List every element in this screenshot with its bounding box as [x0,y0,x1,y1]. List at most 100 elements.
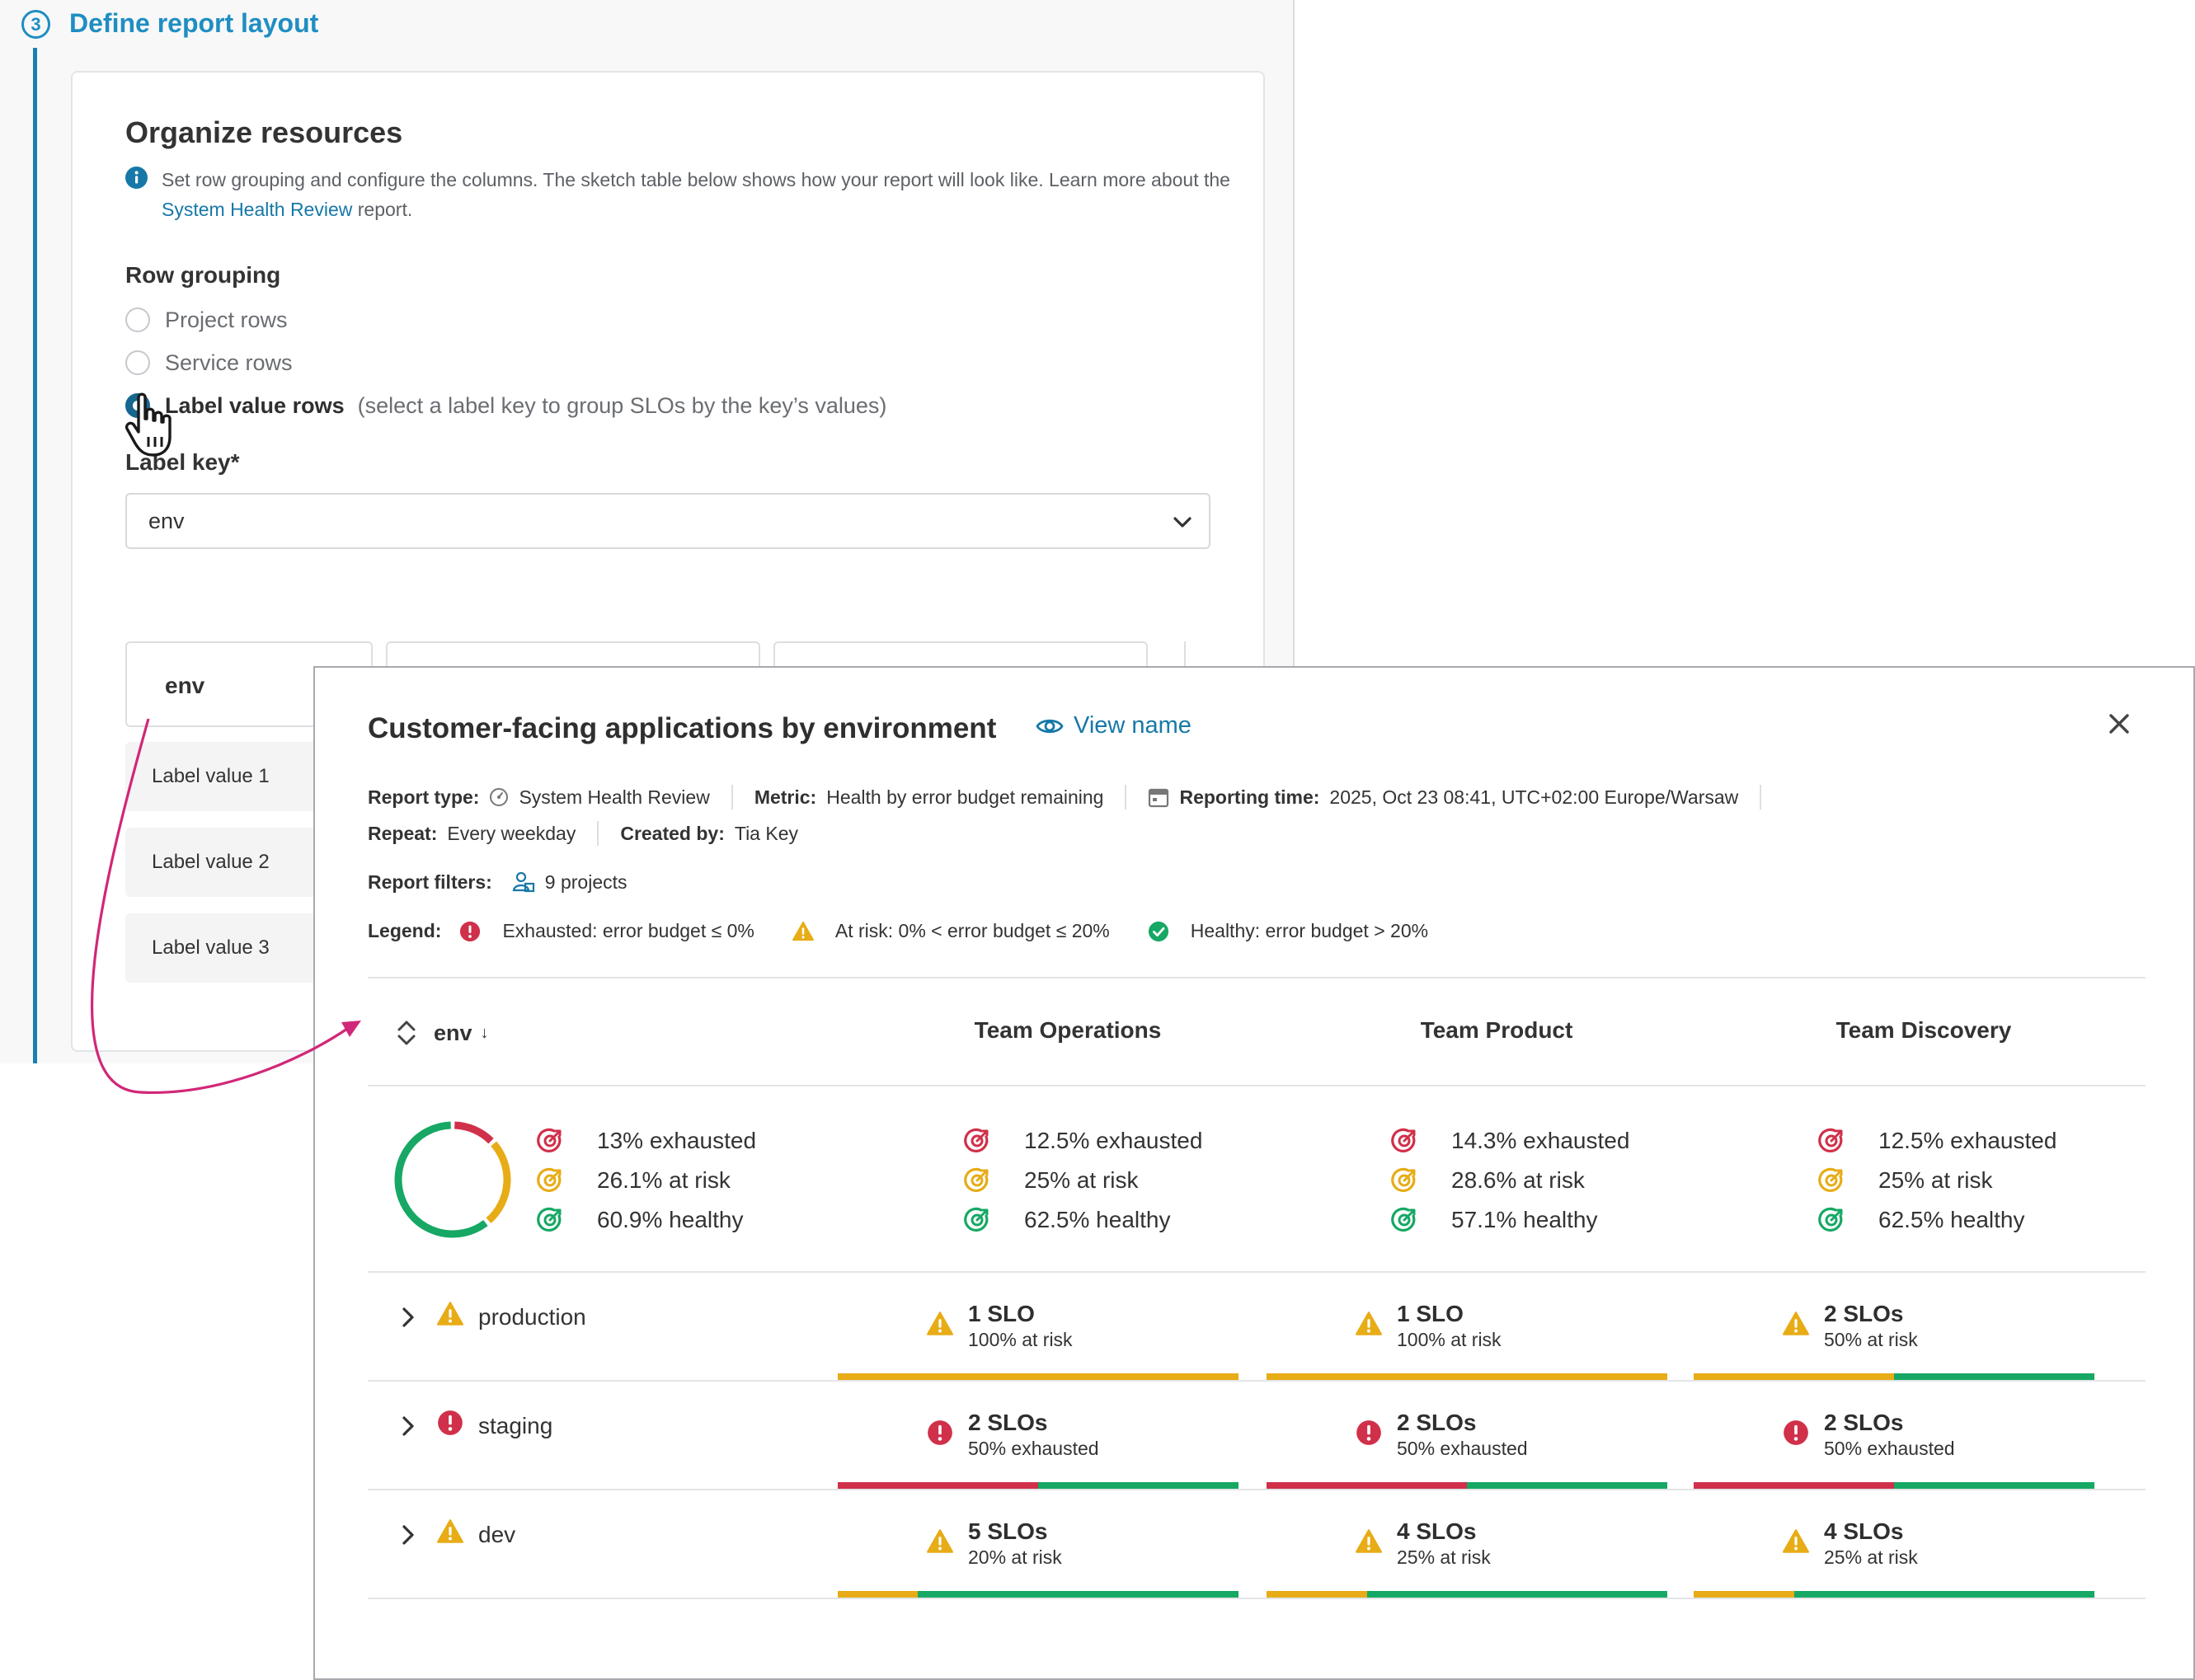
radio-button[interactable] [125,350,150,375]
health-bar [838,1373,1239,1380]
table-row[interactable]: staging 2 SLOs 50% exhausted [368,1382,2146,1490]
team-cell[interactable]: 2 SLOs 50% at risk [1694,1273,2094,1380]
bar-healthy [1894,1373,2094,1380]
healthy-target-icon [1390,1206,1435,1234]
hand-pointer-icon [125,392,172,457]
bar-at-risk [1694,1373,1894,1380]
bar-at-risk [1267,1591,1367,1598]
sort-icon[interactable] [396,1019,417,1047]
at-risk-icon [927,1301,968,1341]
report-meta-row: Repeat: Every weekday Created by: Tia Ke… [368,821,798,846]
health-bar [1694,1373,2094,1380]
radio-service-rows[interactable]: Service rows [125,346,293,379]
team-column-header: Team Product [1420,1017,1573,1043]
at-risk-target-icon [963,1166,1008,1194]
bar-healthy [1366,1591,1667,1598]
at-risk-icon [792,921,824,942]
report-type-icon [490,788,509,806]
chevron-right-icon[interactable] [401,1523,416,1546]
at-risk-target-icon [536,1166,580,1194]
team-cell[interactable]: 4 SLOs 25% at risk [1267,1490,1667,1598]
team-column-header: Team Discovery [1835,1017,2012,1043]
bar-healthy [1793,1591,2094,1598]
summary-stats-team: 14.3% exhausted 28.6% at risk 57.1% heal… [1390,1121,1629,1240]
at-risk-icon [1783,1518,1824,1559]
table-row[interactable]: production 1 SLO 100% at risk [368,1273,2146,1382]
bar-healthy [918,1591,1239,1598]
legend-row: Legend: Exhausted: error budget ≤ 0% At … [368,920,1429,942]
chevron-right-icon[interactable] [401,1415,416,1438]
system-health-review-link[interactable]: System Health Review [162,199,353,220]
bar-healthy [1894,1482,2094,1489]
at-risk-icon [437,1518,463,1551]
group-name[interactable]: staging [401,1410,552,1442]
group-name[interactable]: production [401,1301,586,1333]
group-name[interactable]: dev [401,1518,515,1551]
health-bar [1694,1591,2094,1598]
label-key-select[interactable]: env [125,493,1210,549]
healthy-target-icon [1817,1206,1862,1234]
summary-row: 13% exhausted 26.1% at risk 60.9% health… [368,1086,2146,1273]
health-bar [1267,1591,1667,1598]
sketch-row: Label value 3 [125,913,323,983]
at-risk-icon [1356,1518,1397,1559]
team-column-header: Team Operations [974,1017,1162,1043]
report-table: env ↓ Team Operations Team Product Team … [368,979,2146,1599]
team-cell[interactable]: 1 SLO 100% at risk [1267,1273,1667,1380]
step-title[interactable]: Define report layout [69,8,319,38]
bar-at-risk [1267,1373,1667,1380]
bar-exhausted [1267,1482,1467,1489]
healthy-target-icon [963,1206,1008,1234]
exhausted-target-icon [1817,1127,1862,1155]
donut-segment-exhausted [454,1121,494,1144]
exhausted-icon [927,1410,968,1450]
group-rows: production 1 SLO 100% at risk [368,1273,2146,1599]
env-column-header[interactable]: env ↓ [396,1019,489,1047]
radio-button[interactable] [125,307,150,332]
donut-segment-healthy [394,1121,488,1238]
step-progress-line [33,48,37,1063]
report-preview-modal: Customer-facing applications by environm… [313,666,2195,1680]
team-cell[interactable]: 1 SLO 100% at risk [838,1273,1239,1380]
exhausted-target-icon [963,1127,1008,1155]
view-name-button[interactable]: View name [1036,712,1192,739]
chevron-down-icon [1173,517,1192,528]
row-grouping-label: Row grouping [125,262,281,288]
at-risk-target-icon [1390,1166,1435,1194]
divider [368,977,2146,978]
health-donut-chart [394,1121,511,1238]
health-bar [1267,1482,1667,1489]
team-cell[interactable]: 2 SLOs 50% exhausted [1267,1382,1667,1489]
bar-exhausted [838,1482,1038,1489]
at-risk-icon [1783,1301,1824,1341]
at-risk-icon [1356,1301,1397,1341]
chevron-right-icon[interactable] [401,1306,416,1329]
table-header: env ↓ Team Operations Team Product Team … [368,979,2146,1086]
exhausted-icon [1783,1410,1824,1450]
section-title: Organize resources [125,115,403,149]
team-cell[interactable]: 2 SLOs 50% exhausted [838,1382,1239,1489]
bar-at-risk [838,1373,1239,1380]
projects-icon[interactable] [512,871,535,894]
bar-at-risk [1694,1591,1794,1598]
team-cell[interactable]: 2 SLOs 50% exhausted [1694,1382,2094,1489]
radio-project-rows[interactable]: Project rows [125,303,288,336]
close-icon[interactable] [2104,709,2134,739]
sketch-row: Label value 2 [125,828,323,897]
sketch-row: Label value 1 [125,742,323,811]
healthy-icon [1148,921,1179,942]
team-cell[interactable]: 5 SLOs 20% at risk [838,1490,1239,1598]
eye-icon [1036,719,1064,733]
summary-stats-team: 12.5% exhausted 25% at risk 62.5% health… [1817,1121,2056,1240]
at-risk-icon [437,1301,463,1333]
table-row[interactable]: dev 5 SLOs 20% at risk [368,1490,2146,1599]
bar-healthy [1038,1482,1239,1489]
report-meta-row: Report type: System Health Review Metric… [368,785,1783,809]
exhausted-icon [437,1410,463,1442]
team-cell[interactable]: 4 SLOs 25% at risk [1694,1490,2094,1598]
health-bar [838,1482,1239,1489]
exhausted-icon [459,921,491,942]
modal-title: Customer-facing applications by environm… [368,712,997,744]
radio-label-value-rows[interactable]: Label value rows (select a label key to … [125,389,886,422]
step-number-icon: 3 [21,10,50,39]
